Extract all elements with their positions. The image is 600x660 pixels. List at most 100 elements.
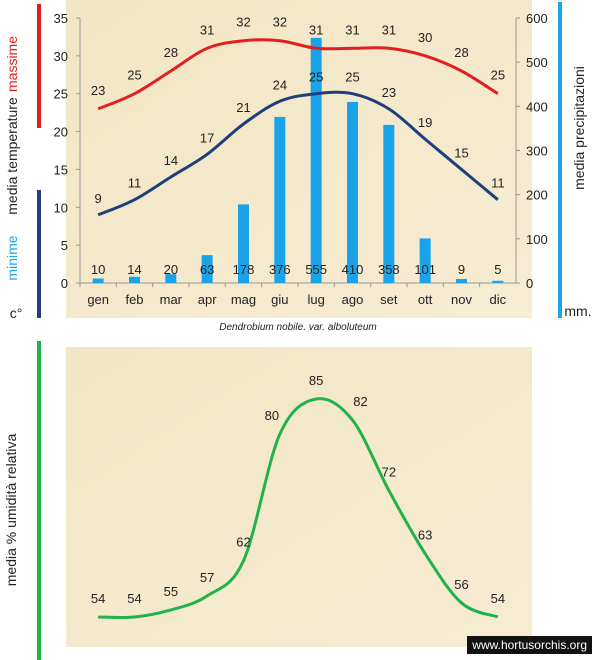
min-temp-label: 11 — [491, 176, 505, 191]
right-tick-label: 500 — [526, 55, 548, 70]
min-temp-label: 25 — [345, 70, 359, 85]
humidity-label: 80 — [265, 408, 279, 423]
ylabel-precipitazioni: media precipitazioni — [571, 66, 587, 190]
ylabel-minime: minime — [4, 235, 20, 280]
humidity-label: 82 — [353, 394, 367, 409]
min-temp-label: 9 — [95, 191, 102, 206]
humidity-label: 72 — [382, 464, 396, 479]
humidity-line — [98, 397, 499, 620]
plot-background — [66, 0, 532, 318]
min-temp-label: 11 — [128, 176, 142, 191]
x-tick-label: dic — [490, 292, 507, 307]
max-temp-label: 31 — [309, 22, 323, 37]
precipitation-label: 555 — [305, 262, 327, 277]
precipitation-label: 101 — [414, 262, 436, 277]
humidity-chart: media % umidità relativa 54 54 55 57 62 80 85 8… — [3, 341, 532, 660]
max-temp-label: 23 — [91, 83, 105, 98]
precipitation-label: 14 — [127, 262, 141, 277]
humidity-label: 57 — [200, 570, 214, 585]
min-temp-label: 14 — [164, 153, 178, 168]
precipitation-label: 178 — [233, 262, 255, 277]
right-tick-label: 0 — [526, 276, 533, 291]
x-tick-label: mar — [160, 292, 183, 307]
max-temp-label: 28 — [454, 45, 468, 60]
min-temp-label: 24 — [273, 77, 287, 92]
x-tick-label: apr — [198, 292, 217, 307]
ylabel-unit-celsius: c° — [10, 305, 23, 321]
left-tick-label: 20 — [54, 125, 68, 140]
x-tick-label: feb — [125, 292, 143, 307]
precipitation-bar — [274, 116, 286, 283]
x-tick-label: gen — [87, 292, 109, 307]
precipitation-bar — [492, 280, 504, 283]
min-temp-label: 17 — [200, 130, 214, 145]
right-unit-mm: mm. — [564, 303, 591, 319]
max-temp-label: 31 — [200, 22, 214, 37]
max-temp-label: 30 — [418, 30, 432, 45]
precipitation-bar — [238, 204, 249, 283]
min-temp-label: 25 — [309, 70, 323, 85]
precipitation-label: 63 — [200, 262, 214, 277]
x-tick-label: giu — [271, 292, 288, 307]
precipitation-bar — [347, 101, 358, 284]
precipitation-label: 358 — [378, 262, 400, 277]
precipitation-bar — [92, 278, 104, 283]
humidity-label: 54 — [491, 591, 505, 606]
precipitation-bar — [201, 255, 213, 283]
ylabel-media-temperature: media temperature — [4, 97, 20, 215]
humidity-label: 55 — [164, 584, 178, 599]
humidity-label: 62 — [236, 535, 250, 550]
right-tick-label: 200 — [526, 188, 548, 203]
min-temp-label: 15 — [454, 145, 468, 160]
max-temp-label: 25 — [491, 68, 505, 83]
max-temp-label: 25 — [127, 68, 141, 83]
right-tick-label: 400 — [526, 99, 548, 114]
precipitation-bar — [419, 238, 431, 283]
humidity-label: 56 — [454, 577, 468, 592]
left-tick-label: 30 — [54, 49, 68, 64]
precipitation-label: 376 — [269, 262, 291, 277]
min-temp-label: 19 — [418, 115, 432, 130]
precipitation-bar — [456, 279, 467, 283]
precipitation-label: 9 — [458, 262, 465, 277]
humidity-label: 54 — [91, 591, 105, 606]
precipitation-label: 10 — [91, 262, 105, 277]
left-tick-label: 0 — [61, 276, 68, 291]
humidity-label: 54 — [127, 591, 141, 606]
max-temp-line — [97, 38, 499, 111]
max-temp-label: 31 — [345, 22, 359, 37]
humidity-label: 85 — [309, 373, 323, 388]
precipitation-label: 5 — [494, 262, 501, 277]
left-tick-label: 10 — [54, 200, 68, 215]
left-tick-label: 5 — [61, 238, 68, 253]
min-temp-label: 21 — [236, 100, 250, 115]
ylabel-massime: massime — [4, 36, 20, 92]
x-tick-label: nov — [451, 292, 472, 307]
precipitation-bar — [310, 37, 322, 283]
x-tick-label: mag — [231, 292, 256, 307]
min-temp-label: 23 — [382, 85, 396, 100]
right-tick-label: 100 — [526, 232, 548, 247]
x-tick-label: set — [380, 292, 398, 307]
x-tick-label: ago — [342, 292, 364, 307]
humidity-label: 63 — [418, 528, 432, 543]
precipitation-bar — [129, 276, 140, 283]
min-temp-line — [97, 90, 499, 217]
x-tick-label: lug — [307, 292, 324, 307]
max-temp-label: 32 — [236, 15, 250, 30]
left-tick-label: 25 — [54, 87, 68, 102]
chart-caption: Dendrobium nobile, var. alboluteum — [219, 322, 377, 330]
right-tick-label: 600 — [526, 11, 548, 26]
max-temp-label: 31 — [382, 22, 396, 37]
precipitation-label: 20 — [164, 262, 178, 277]
precipitation-label: 410 — [342, 262, 364, 277]
watermark: www.hortusorchis.org — [467, 636, 592, 654]
ylabel-umidita: media % umidità relativa — [3, 434, 19, 587]
max-temp-label: 32 — [273, 15, 287, 30]
x-tick-label: ott — [418, 292, 433, 307]
right-tick-label: 300 — [526, 144, 548, 159]
max-temp-label: 28 — [164, 45, 178, 60]
precipitation-bar — [165, 274, 177, 283]
left-tick-label: 15 — [54, 162, 68, 177]
